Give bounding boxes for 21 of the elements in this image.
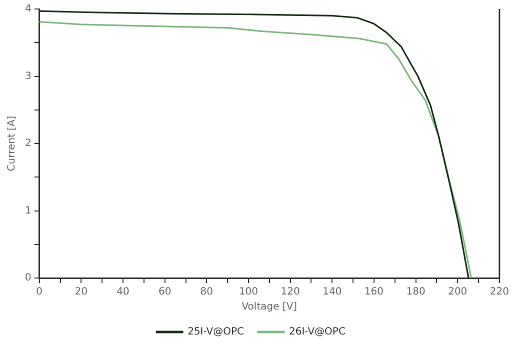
x-tick-label: 80 [200,286,214,298]
y-tick-label: 4 [24,4,32,15]
x-tick-label: 0 [36,286,43,298]
x-tick-label: 100 [238,286,258,298]
x-axis-title: Voltage [V] [242,302,298,313]
x-tick-label: 220 [490,286,510,298]
y-tick-label: 3 [24,70,32,82]
x-tick-label: 200 [448,286,468,298]
y-tick-label: 1 [24,205,32,216]
legend-label: 26I-V@OPC [289,326,346,338]
x-tick-label: 140 [322,286,342,298]
x-tick-label: 160 [364,286,384,298]
x-tick-label: 40 [116,286,130,298]
x-tick-label: 180 [406,286,426,298]
x-tick-label: 20 [74,286,88,298]
x-tick-label: 60 [158,286,172,298]
legend-label: 25I-V@OPC [188,326,244,338]
x-tick-label: 120 [280,286,300,298]
y-tick-label: 2 [24,138,32,150]
y-axis-title: Current [A] [6,116,18,172]
y-tick-label: 0 [24,272,32,284]
